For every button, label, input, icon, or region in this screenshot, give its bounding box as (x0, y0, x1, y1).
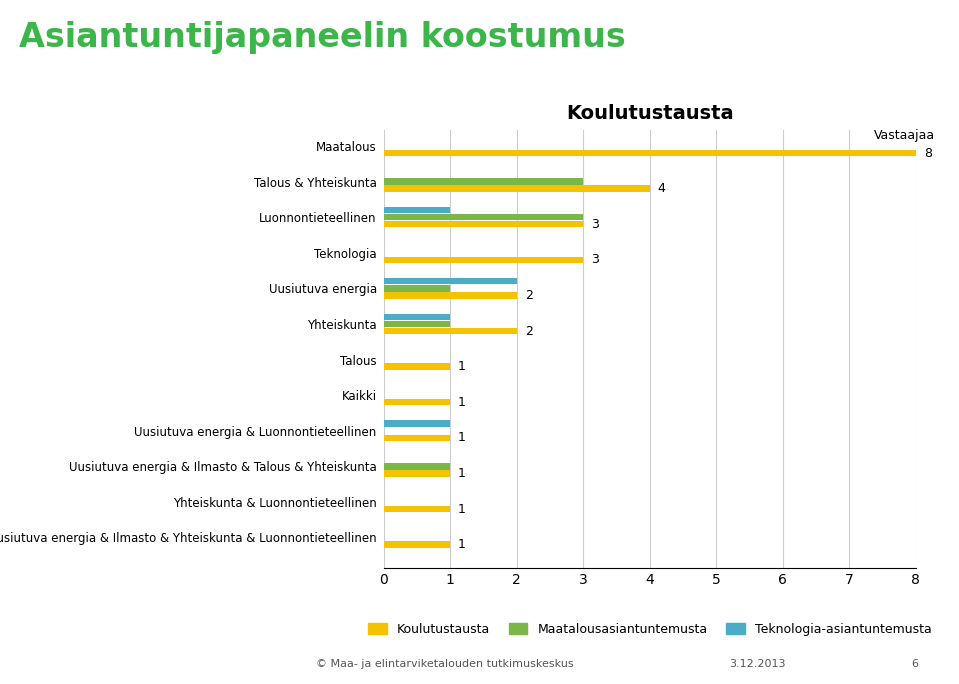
Text: 3: 3 (591, 253, 599, 266)
Text: 8: 8 (924, 146, 932, 159)
Bar (384, 463, 450, 469)
Text: 1: 1 (458, 467, 466, 480)
Bar (384, 292, 517, 299)
Text: 1: 1 (458, 360, 466, 373)
Bar (384, 278, 517, 285)
Text: © Maa- ja elintarviketalouden tutkimuskeskus: © Maa- ja elintarviketalouden tutkimuske… (316, 659, 574, 669)
Text: 3: 3 (591, 218, 599, 231)
Bar (384, 221, 583, 228)
Bar (384, 506, 450, 512)
Bar (384, 363, 450, 370)
Bar (384, 207, 450, 213)
Text: 1: 1 (458, 396, 466, 409)
Bar (384, 434, 450, 441)
Text: 4: 4 (658, 182, 666, 195)
Text: Asiantuntijapaneelin koostumus: Asiantuntijapaneelin koostumus (19, 21, 626, 53)
Text: Vastaajaa: Vastaajaa (874, 129, 935, 142)
Bar (384, 214, 583, 220)
Text: 1: 1 (458, 538, 466, 551)
Text: 1: 1 (458, 503, 466, 516)
Bar (384, 256, 583, 263)
Text: 2: 2 (525, 289, 532, 302)
Legend: Koulutustausta, Maatalousasiantuntemusta, Teknologia-asiantuntemusta: Koulutustausta, Maatalousasiantuntemusta… (363, 618, 937, 641)
Bar (384, 470, 450, 477)
Bar (384, 313, 450, 320)
Bar (384, 421, 450, 427)
Bar (384, 185, 650, 192)
Bar (384, 285, 450, 291)
Text: 1: 1 (458, 432, 466, 445)
Text: 6: 6 (911, 659, 918, 669)
Bar (384, 328, 517, 334)
Bar (384, 179, 583, 185)
Bar (384, 542, 450, 548)
Title: Koulutustausta: Koulutustausta (566, 104, 734, 123)
Bar (384, 321, 450, 327)
Bar (384, 399, 450, 406)
Text: 3.12.2013: 3.12.2013 (729, 659, 785, 669)
Text: 2: 2 (525, 324, 532, 337)
Bar (384, 150, 916, 156)
